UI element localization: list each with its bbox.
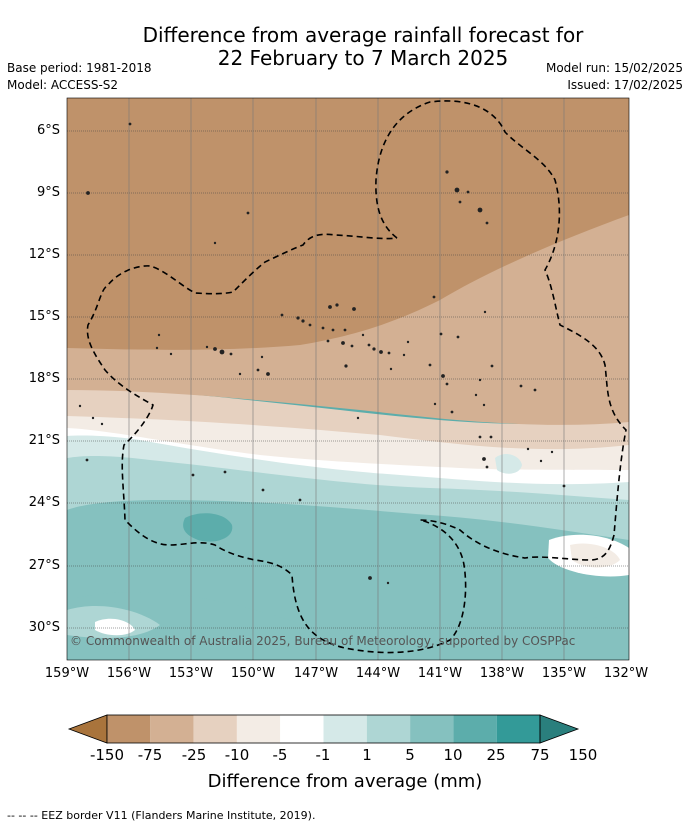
colorbar-tick-label: -1	[315, 746, 331, 764]
lat-label: 12°S	[28, 247, 60, 262]
colorbar-tick-label: 1	[362, 746, 372, 764]
colorbar-extend-high	[539, 714, 580, 744]
colorbar-tick-label: -75	[137, 746, 163, 764]
colorbar-extend-low	[67, 714, 108, 744]
lon-label: 141°W	[417, 666, 463, 681]
colorbar-tick-label: 5	[405, 746, 415, 764]
lon-label: 156°W	[106, 666, 152, 681]
meta-left: Base period: 1981-2018 Model: ACCESS-S2	[7, 60, 152, 94]
colorbar-tick-label: -5	[272, 746, 288, 764]
lat-label: 18°S	[28, 371, 60, 386]
islands	[78, 122, 566, 585]
patch-wet-south	[67, 591, 629, 660]
colorbar	[67, 714, 580, 744]
meta-right: Model run: 15/02/2025 Issued: 17/02/2025	[546, 60, 683, 94]
colorbar-border	[106, 714, 541, 744]
colorbar-swatch	[193, 715, 237, 743]
band-near-dry	[67, 410, 629, 470]
colorbar-tick-label: -25	[181, 746, 207, 764]
meridian-lines	[128, 98, 565, 660]
colorbar-tick-label: 10	[443, 746, 463, 764]
colorbar-swatch	[410, 715, 454, 743]
lat-label: 24°S	[28, 495, 60, 510]
title-line-2: 22 February to 7 March 2025	[217, 46, 509, 70]
lon-label: 150°W	[230, 666, 276, 681]
colorbar-swatch	[496, 715, 540, 743]
lat-label: 27°S	[28, 558, 60, 573]
lon-label: 132°W	[603, 666, 649, 681]
patch-very-wet-south	[183, 513, 233, 542]
colorbar-swatch	[323, 715, 367, 743]
colorbar-swatch	[150, 715, 194, 743]
colorbar-title: Difference from average (mm)	[207, 771, 483, 792]
lon-label: 153°W	[168, 666, 214, 681]
colorbar-tick-label: 75	[530, 746, 550, 764]
map-title: Difference from average rainfall forecas…	[0, 24, 690, 70]
issued-date: Issued: 17/02/2025	[567, 78, 683, 92]
copyright-notice: © Commonwealth of Australia 2025, Bureau…	[70, 634, 576, 648]
patch-neutral-southwest	[95, 618, 135, 636]
band-very-dry	[67, 98, 629, 350]
base-period: Base period: 1981-2018	[7, 61, 152, 75]
lon-label: 135°W	[541, 666, 587, 681]
colorbar-tick-label: 150	[568, 746, 598, 764]
colorbar-swatch	[366, 715, 411, 743]
eez-footnote: -- -- -- EEZ border V11 (Flanders Marine…	[7, 809, 316, 822]
colorbar-swatch	[236, 715, 281, 743]
band-slightly-dry	[67, 385, 629, 450]
lat-label: 21°S	[28, 433, 60, 448]
eez-border	[86, 100, 627, 654]
lat-label: 6°S	[36, 123, 60, 138]
title-line-1: Difference from average rainfall forecas…	[142, 23, 584, 47]
colorbar-swatch	[453, 715, 497, 743]
map-frame	[66, 97, 630, 661]
patch-near-dry-southeast	[570, 543, 620, 568]
lon-label: 159°W	[44, 666, 90, 681]
model-run: Model run: 15/02/2025	[545, 61, 683, 75]
lat-label: 15°S	[28, 309, 60, 324]
lon-label: 147°W	[293, 666, 339, 681]
colorbar-swatch	[280, 715, 324, 743]
lon-label: 138°W	[479, 666, 525, 681]
model-name: Model: ACCESS-S2	[7, 78, 119, 92]
grid-lines	[67, 130, 629, 629]
lat-label: 30°S	[28, 620, 60, 635]
colorbar-tick-label: -10	[224, 746, 250, 764]
lat-label: 9°S	[36, 185, 60, 200]
colorbar-swatch	[107, 715, 151, 743]
colorbar-tick-label: -150	[89, 746, 125, 764]
lon-label: 144°W	[355, 666, 401, 681]
colorbar-tick-label: 25	[486, 746, 506, 764]
